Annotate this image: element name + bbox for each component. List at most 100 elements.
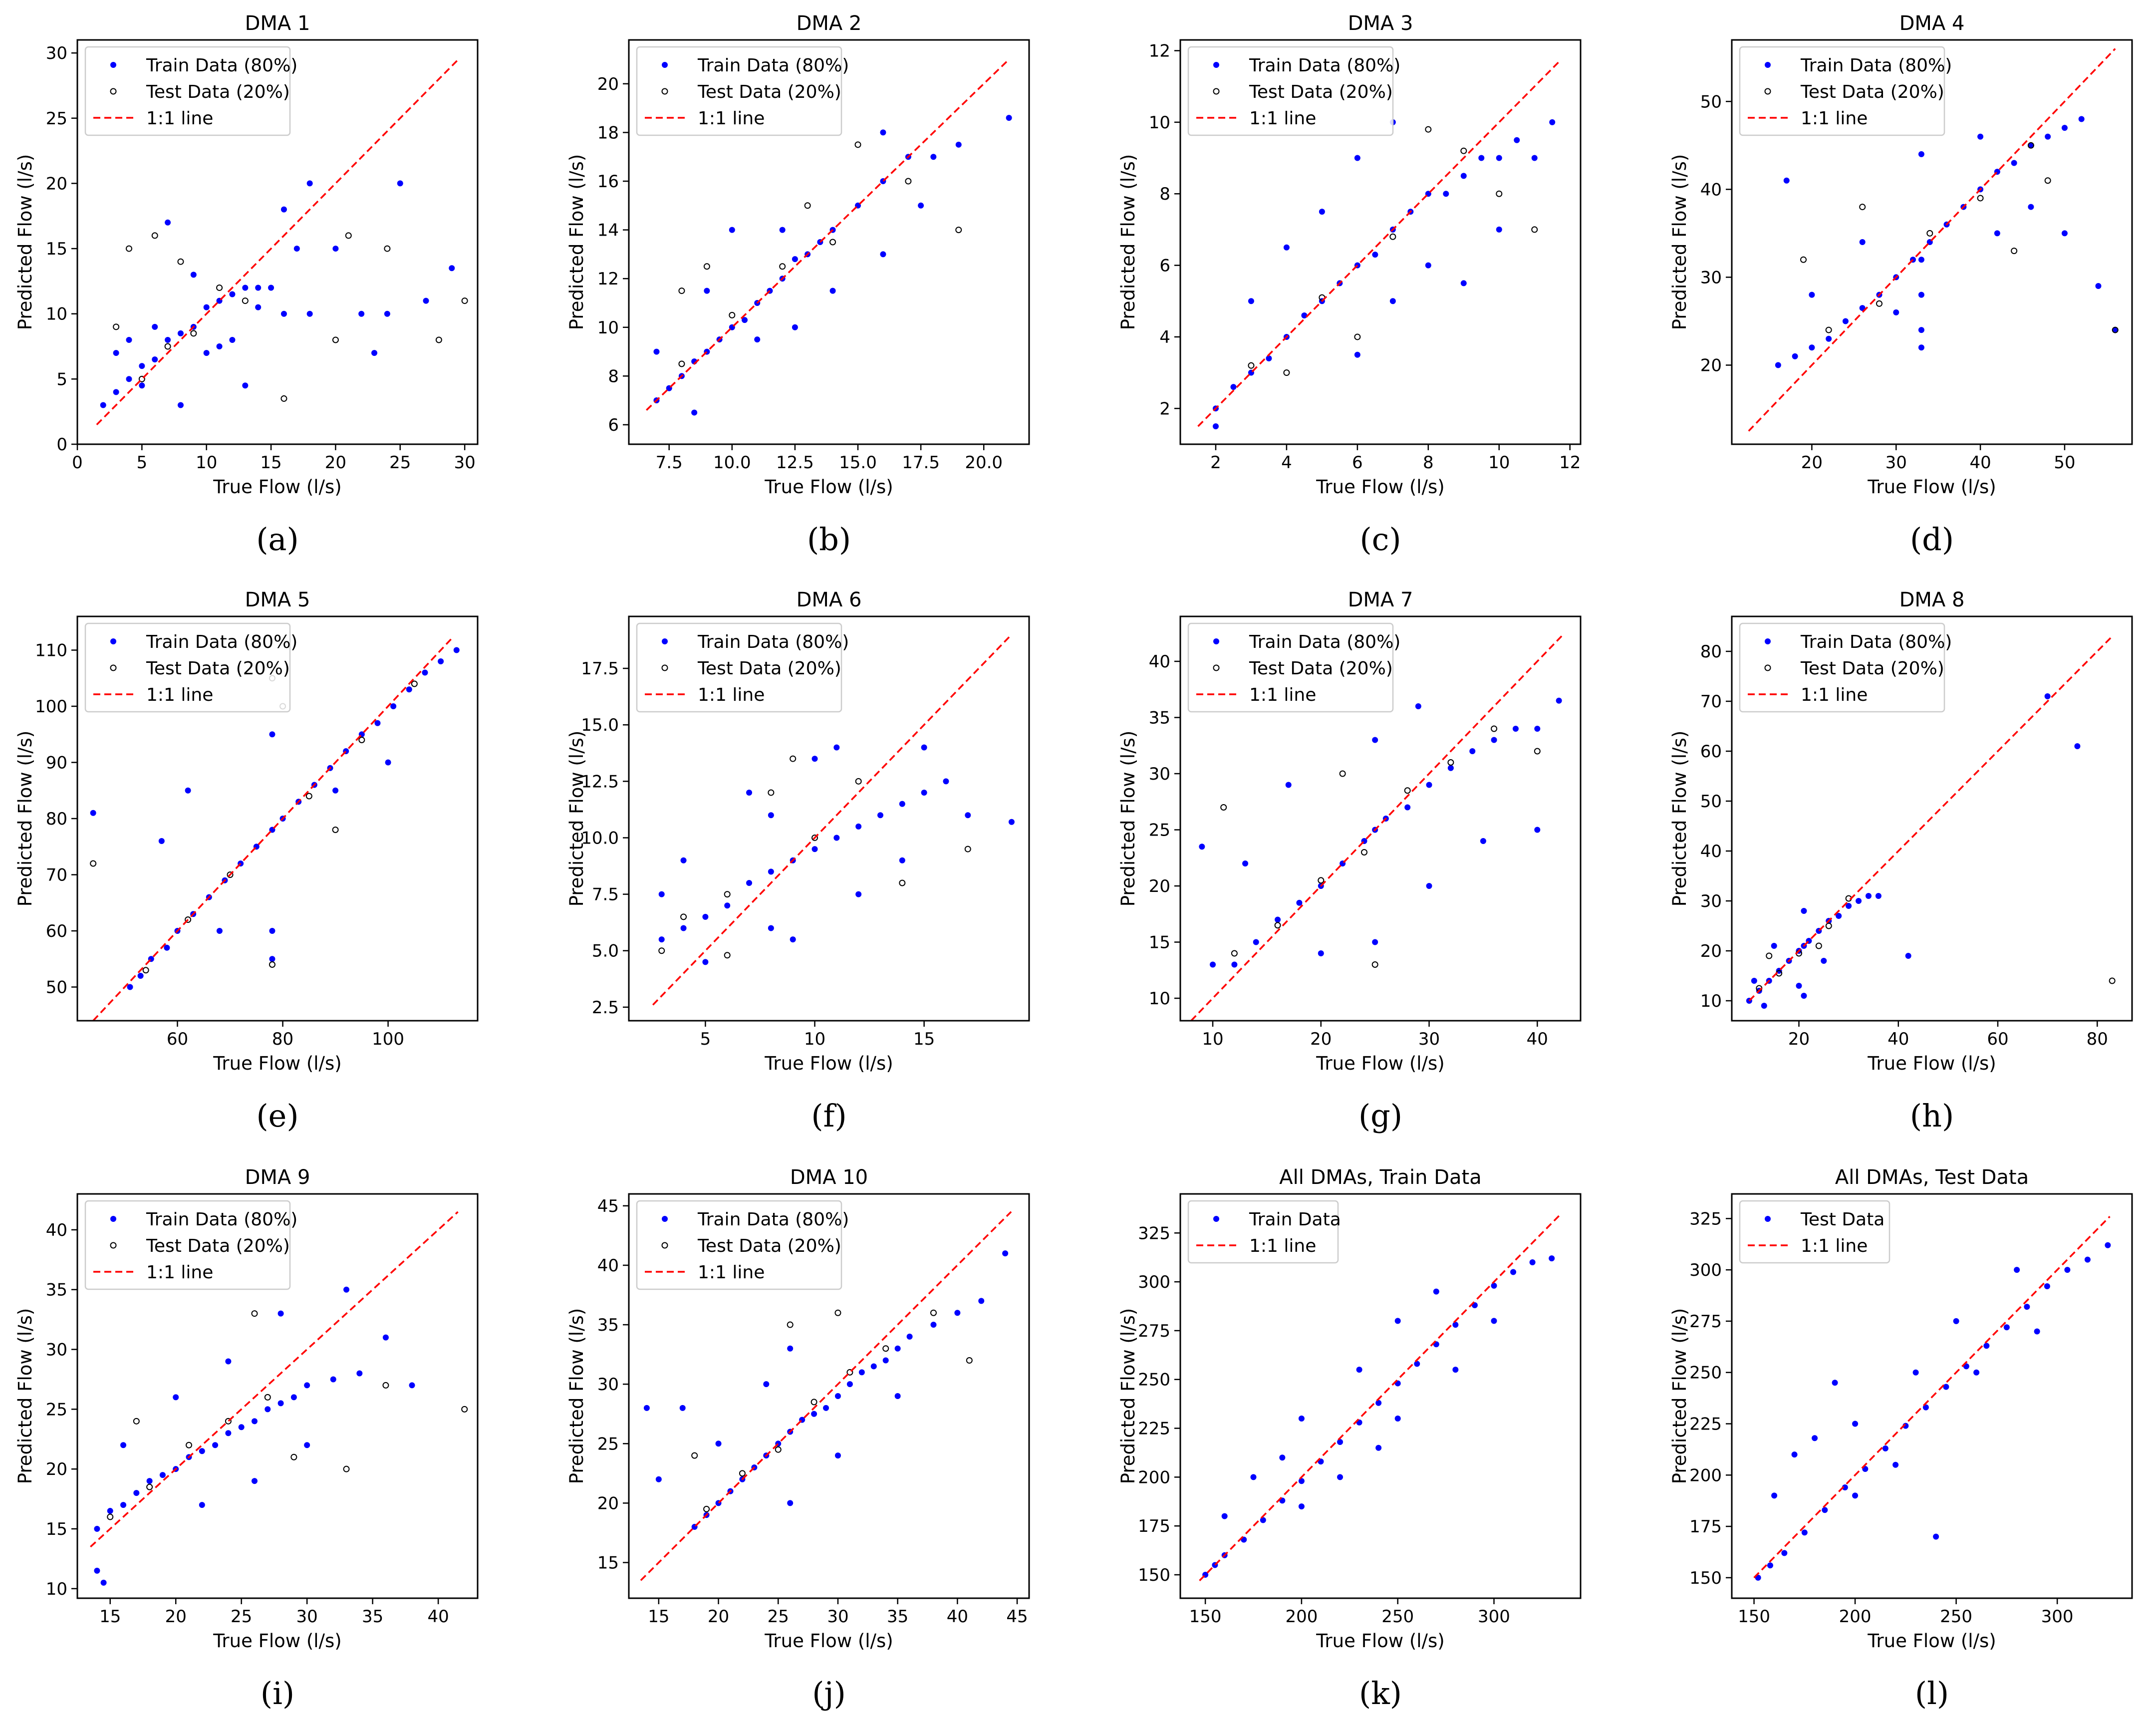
y-axis-label: Predicted Flow (l/s) xyxy=(1117,1308,1139,1484)
train-point xyxy=(702,959,709,965)
test-point xyxy=(461,297,468,304)
train-point xyxy=(1771,1492,1778,1499)
train-point xyxy=(1859,305,1866,311)
legend-label-test: Test Data (20%) xyxy=(1800,82,1944,102)
train-point xyxy=(855,823,862,830)
y-tick-label: 8 xyxy=(1159,184,1170,204)
train-point xyxy=(277,1400,284,1407)
plot-area xyxy=(640,1211,1012,1581)
legend: Train Data (80%) Test Data (20%) 1:1 line xyxy=(1739,46,1952,136)
test-point xyxy=(225,1418,232,1425)
panel-caption: (b) xyxy=(807,521,851,558)
legend-label-train: Train Data (80%) xyxy=(1249,55,1400,76)
panel-dma4: 20 30 40 50 20 30 40 50 DMA 4 True Flow (l/s) Pred… xyxy=(1669,12,2133,558)
x-axis-label: True Flow (l/s) xyxy=(1867,1630,1996,1652)
train-point xyxy=(449,265,455,272)
test-point xyxy=(1876,300,1883,307)
test-point xyxy=(227,871,234,878)
legend-label-line: 1:1 line xyxy=(1801,685,1868,705)
train-point xyxy=(1973,1369,1980,1376)
y-tick-label: 40 xyxy=(46,1220,67,1240)
legend-marker-train xyxy=(662,638,668,644)
x-axis-label: True Flow (l/s) xyxy=(1867,1053,1996,1074)
train-point xyxy=(2064,1267,2071,1273)
train-point xyxy=(94,1526,100,1532)
legend-box xyxy=(1739,1200,1890,1264)
one-to-one-line xyxy=(90,1211,459,1548)
train-point xyxy=(829,287,836,294)
x-tick-label: 250 xyxy=(1381,1607,1414,1627)
train-point xyxy=(290,1394,297,1401)
panel-title: DMA 2 xyxy=(797,12,862,35)
series-train xyxy=(1755,1242,2111,1581)
plot-frame xyxy=(1731,1193,2133,1599)
train-point xyxy=(746,879,753,886)
y-tick-label: 225 xyxy=(1138,1419,1170,1439)
train-point xyxy=(1529,1259,1536,1265)
x-tick-label: 2 xyxy=(1210,453,1221,473)
train-point xyxy=(139,382,145,389)
x-tick-label: 20 xyxy=(325,453,346,473)
y-tick-label: 15 xyxy=(46,1519,67,1539)
test-point xyxy=(190,330,197,337)
train-point xyxy=(1918,344,1924,351)
y-tick-label: 20 xyxy=(597,1493,619,1513)
train-point xyxy=(152,323,158,330)
train-point xyxy=(146,1478,153,1484)
train-point xyxy=(1469,748,1476,754)
test-point xyxy=(2044,177,2051,184)
y-tick-label: 17.5 xyxy=(581,659,619,679)
test-point xyxy=(739,1470,746,1477)
train-point xyxy=(185,787,191,794)
y-tick-label: 175 xyxy=(1689,1517,1722,1537)
legend-label-line: 1:1 line xyxy=(1249,108,1316,129)
legend-label-train: Test Data xyxy=(1800,1209,1885,1230)
test-point xyxy=(435,336,442,343)
train-point xyxy=(2078,116,2085,122)
train-point xyxy=(823,1405,829,1411)
train-point xyxy=(158,838,165,844)
test-point xyxy=(1825,326,1832,333)
y-tick-label: 325 xyxy=(1689,1209,1722,1229)
train-point xyxy=(1856,898,1862,904)
train-point xyxy=(779,227,786,233)
legend: Train Data (80%) Test Data (20%) 1:1 line xyxy=(636,46,849,136)
y-tick-label: 15 xyxy=(1149,933,1170,953)
legend-label-test: Test Data (20%) xyxy=(146,658,290,679)
y-axis-label: Predicted Flow (l/s) xyxy=(1669,1308,1690,1484)
y-tick-label: 40 xyxy=(1700,180,1722,200)
test-point xyxy=(1491,725,1498,732)
test-point xyxy=(151,232,158,239)
train-point xyxy=(2014,1267,2020,1273)
panel-caption: (f) xyxy=(811,1098,846,1134)
x-tick-label: 15.0 xyxy=(839,453,877,473)
test-point xyxy=(955,227,962,234)
train-point xyxy=(1534,827,1541,833)
test-point xyxy=(185,916,192,923)
train-point xyxy=(343,1286,350,1293)
plot-frame xyxy=(76,39,479,445)
test-point xyxy=(1534,748,1541,755)
train-point xyxy=(1514,137,1520,143)
train-point xyxy=(1821,958,1827,964)
panel-title: DMA 6 xyxy=(797,588,862,611)
x-tick-label: 300 xyxy=(1478,1607,1510,1627)
y-axis-label: Predicted Flow (l/s) xyxy=(566,731,587,907)
legend-label-train: Train Data (80%) xyxy=(1249,632,1400,652)
train-point xyxy=(203,304,210,310)
train-point xyxy=(1801,993,1807,999)
test-point xyxy=(290,1453,297,1460)
train-point xyxy=(1832,1380,1838,1386)
legend-label-train: Train Data xyxy=(1249,1209,1341,1230)
test-point xyxy=(1283,369,1290,376)
train-point xyxy=(453,647,460,653)
train-point xyxy=(190,272,197,278)
train-point xyxy=(1801,908,1807,914)
legend-label-test: Test Data (20%) xyxy=(1249,658,1393,679)
train-point xyxy=(1491,1282,1497,1289)
train-point xyxy=(1842,318,1849,324)
panel-caption: (a) xyxy=(256,521,298,558)
series-test xyxy=(691,1309,973,1512)
train-point xyxy=(1250,1474,1257,1480)
y-tick-label: 5.0 xyxy=(592,941,619,961)
